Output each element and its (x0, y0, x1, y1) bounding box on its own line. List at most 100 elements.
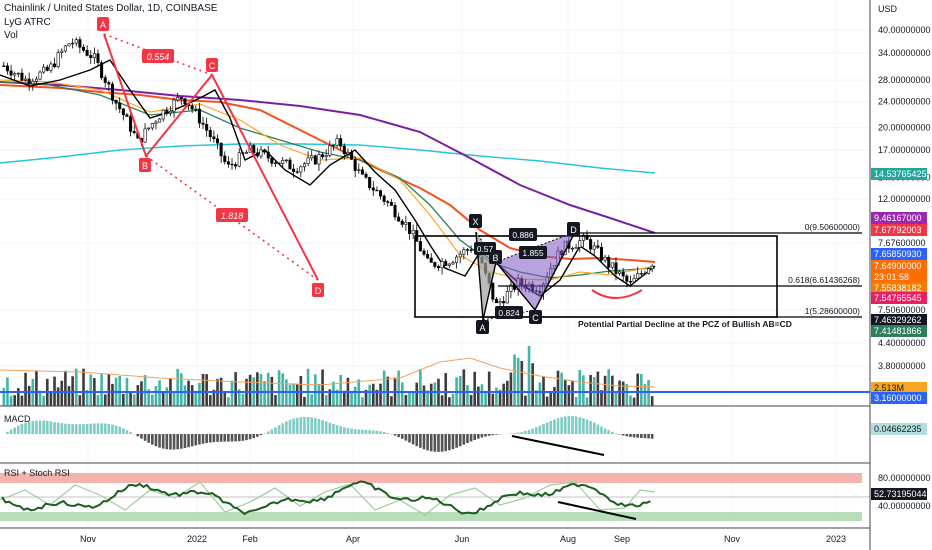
harmonic-ratio-0824: 0.824 (495, 306, 523, 319)
candle (306, 151, 310, 167)
candle (56, 49, 60, 69)
svg-text:1.818: 1.818 (221, 211, 244, 221)
candle (498, 298, 502, 307)
macd-bar (103, 423, 107, 434)
candle (150, 123, 154, 131)
macd-bar (176, 434, 179, 450)
candle (407, 222, 412, 240)
macd-bar (534, 427, 538, 434)
rsi-tick: 40.00000000 (878, 501, 931, 511)
candle (107, 80, 111, 91)
svg-text:C: C (532, 313, 539, 323)
macd-bar (266, 431, 270, 434)
volume-bar (328, 389, 332, 406)
candle (288, 157, 292, 170)
point-x-label: X (469, 214, 482, 228)
volume-bar (132, 394, 136, 406)
macd-bar (158, 434, 161, 448)
volume-bar (306, 368, 310, 406)
svg-text:D: D (570, 225, 577, 235)
macd-bar (582, 418, 585, 434)
candle (458, 250, 462, 264)
candle (618, 270, 622, 276)
volume-bar (154, 386, 158, 406)
macd-bar (227, 434, 230, 442)
candle (273, 160, 277, 167)
candle (462, 247, 466, 260)
candle (176, 92, 180, 102)
macd-bar (306, 416, 310, 434)
volume-bar (553, 386, 556, 406)
candle (78, 36, 82, 54)
volume-bars (2, 346, 654, 406)
ma-red-line (0, 84, 656, 263)
volume-bar (531, 363, 534, 406)
volume-bar (158, 380, 161, 406)
macd-bar (411, 434, 415, 445)
svg-text:9.46167000: 9.46167000 (874, 213, 922, 223)
volume-bar (520, 361, 524, 406)
volume-bar (35, 370, 38, 406)
candle (2, 61, 6, 67)
volume-bar (585, 397, 589, 406)
volume-bar (111, 383, 114, 406)
volume-bar (556, 370, 560, 406)
volume-bar (20, 395, 24, 406)
volume-bar (480, 384, 484, 406)
svg-text:A: A (479, 323, 485, 333)
candle (9, 64, 13, 80)
volume-bar (2, 387, 6, 406)
macd-bar (38, 420, 42, 434)
macd-bar (368, 430, 371, 434)
fib-1-label: 1(5.28600000) (805, 306, 860, 316)
macd-bar (477, 434, 480, 439)
candle (165, 106, 169, 116)
volume-bar (487, 371, 491, 406)
candle (60, 48, 64, 59)
macd-bar (143, 434, 147, 441)
candle (455, 254, 459, 269)
macd-bar (223, 434, 227, 442)
volume-bar (419, 369, 422, 406)
volume-bar (212, 389, 216, 406)
candle (212, 130, 216, 143)
macd-bar (129, 432, 132, 434)
rsi-overbought-zone (0, 473, 862, 483)
volume-bar (640, 373, 643, 406)
candle (433, 261, 437, 269)
abcd-ratio-line-1 (103, 33, 213, 76)
candle (389, 199, 393, 207)
currency-label: USD (878, 4, 898, 14)
volume-bar (314, 374, 317, 406)
candle (110, 81, 114, 105)
price-badge: 3.16000000 (871, 392, 927, 404)
abcd-legs (103, 33, 319, 281)
macd-bar (234, 434, 237, 442)
candle (45, 64, 49, 72)
candle (237, 148, 241, 168)
candle (266, 145, 270, 163)
macd-bar (419, 434, 422, 448)
volume-bar (292, 383, 295, 406)
volume-bar (364, 389, 368, 406)
macd-bar (136, 434, 140, 437)
volume-bar (444, 373, 448, 406)
candle (125, 112, 129, 117)
volume-bar (603, 375, 607, 406)
volume-bar (136, 385, 140, 406)
macd-bar (114, 425, 118, 434)
macd-bar (614, 433, 618, 434)
volume-bar (85, 390, 89, 406)
price-badge: 7.55838182 (871, 282, 927, 294)
volume-bar (179, 373, 183, 406)
price-badge: 7.54765545 (871, 292, 927, 304)
volume-bar (596, 371, 600, 406)
time-tick: Apr (346, 534, 360, 544)
macd-bar (292, 418, 295, 434)
candle (505, 286, 509, 304)
macd-bar (353, 429, 357, 434)
macd-bar (339, 426, 342, 434)
volume-bar (448, 397, 451, 406)
candle (241, 151, 245, 155)
ma-black-line (0, 59, 656, 297)
